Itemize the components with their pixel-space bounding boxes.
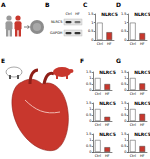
svg-text:0.5: 0.5 bbox=[121, 144, 127, 148]
svg-text:1.5: 1.5 bbox=[121, 70, 127, 74]
svg-text:1.5: 1.5 bbox=[88, 12, 94, 16]
svg-text:G: G bbox=[116, 57, 121, 64]
svg-text:0: 0 bbox=[124, 119, 126, 123]
svg-text:NLRC5: NLRC5 bbox=[99, 101, 116, 106]
svg-text:B: B bbox=[45, 1, 50, 8]
svg-text:Ctrl: Ctrl bbox=[97, 42, 103, 46]
svg-text:1.5: 1.5 bbox=[121, 101, 127, 105]
svg-text:F: F bbox=[80, 57, 84, 64]
svg-text:HF: HF bbox=[140, 123, 145, 127]
svg-text:0.5: 0.5 bbox=[121, 82, 127, 86]
svg-text:HF: HF bbox=[140, 92, 145, 96]
svg-text:C: C bbox=[83, 1, 88, 8]
svg-text:HF: HF bbox=[105, 123, 110, 127]
svg-text:1.5: 1.5 bbox=[121, 132, 127, 136]
svg-text:Ctrl: Ctrl bbox=[65, 12, 71, 16]
svg-text:Ctrl: Ctrl bbox=[130, 42, 136, 46]
svg-text:1: 1 bbox=[89, 138, 91, 142]
svg-text:HF: HF bbox=[105, 92, 110, 96]
svg-text:0.5: 0.5 bbox=[86, 144, 92, 148]
svg-text:HF: HF bbox=[107, 42, 112, 46]
svg-text:Ctrl: Ctrl bbox=[95, 92, 101, 96]
svg-text:HF: HF bbox=[105, 154, 110, 158]
svg-text:1: 1 bbox=[89, 107, 91, 111]
svg-text:1: 1 bbox=[89, 76, 91, 80]
svg-text:0: 0 bbox=[124, 150, 126, 154]
svg-text:0.5: 0.5 bbox=[121, 113, 127, 117]
svg-text:1: 1 bbox=[124, 76, 126, 80]
svg-text:D: D bbox=[116, 1, 121, 8]
svg-text:A: A bbox=[1, 1, 6, 8]
svg-text:Ctrl: Ctrl bbox=[130, 92, 136, 96]
svg-text:0.5: 0.5 bbox=[86, 82, 92, 86]
svg-text:1: 1 bbox=[124, 138, 126, 142]
svg-text:NLRC5: NLRC5 bbox=[134, 101, 150, 106]
svg-text:HF: HF bbox=[140, 154, 145, 158]
svg-text:NLRC5: NLRC5 bbox=[134, 12, 150, 17]
svg-text:1: 1 bbox=[124, 107, 126, 111]
svg-text:0: 0 bbox=[89, 119, 91, 123]
svg-text:0: 0 bbox=[89, 150, 91, 154]
svg-text:NLRC5: NLRC5 bbox=[51, 20, 63, 24]
svg-text:0: 0 bbox=[89, 88, 91, 92]
svg-text:0: 0 bbox=[124, 88, 126, 92]
svg-text:1.5: 1.5 bbox=[86, 70, 92, 74]
svg-text:1.5: 1.5 bbox=[86, 101, 92, 105]
svg-text:Ctrl: Ctrl bbox=[95, 154, 101, 158]
svg-text:0: 0 bbox=[124, 38, 126, 42]
svg-text:NLRC5: NLRC5 bbox=[101, 12, 118, 17]
svg-text:1: 1 bbox=[91, 21, 93, 25]
svg-text:NLRC5: NLRC5 bbox=[134, 70, 150, 75]
svg-text:Ctrl: Ctrl bbox=[130, 154, 136, 158]
svg-text:1.5: 1.5 bbox=[121, 12, 127, 16]
svg-text:GAPDH: GAPDH bbox=[50, 31, 63, 35]
svg-text:HF: HF bbox=[75, 12, 80, 16]
svg-text:E: E bbox=[1, 57, 5, 64]
svg-text:1: 1 bbox=[124, 21, 126, 25]
svg-text:Ctrl: Ctrl bbox=[130, 123, 136, 127]
svg-text:0.5: 0.5 bbox=[121, 29, 127, 33]
svg-text:NLRC5: NLRC5 bbox=[134, 132, 150, 137]
svg-text:1.5: 1.5 bbox=[86, 132, 92, 136]
svg-text:0.5: 0.5 bbox=[88, 29, 94, 33]
svg-text:0.5: 0.5 bbox=[86, 113, 92, 117]
svg-text:NLRC5: NLRC5 bbox=[99, 132, 116, 137]
svg-text:Ctrl: Ctrl bbox=[95, 123, 101, 127]
svg-text:0: 0 bbox=[91, 38, 93, 42]
svg-text:HF: HF bbox=[140, 42, 145, 46]
svg-text:NLRC5: NLRC5 bbox=[99, 70, 116, 75]
